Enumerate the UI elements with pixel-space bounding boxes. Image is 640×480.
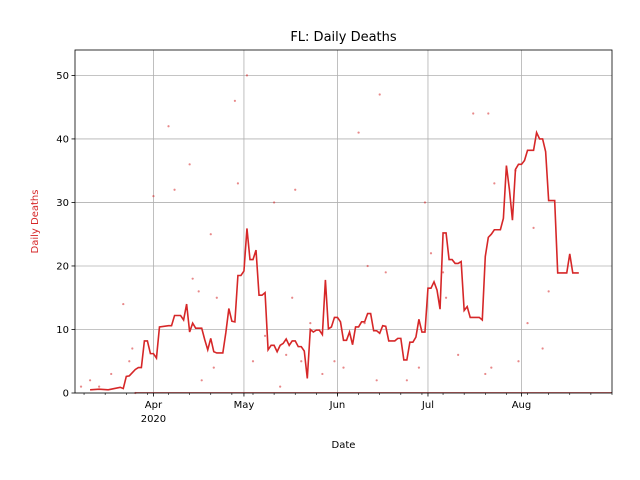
daily-point — [300, 360, 303, 363]
daily-point — [366, 264, 369, 268]
daily-point — [188, 163, 191, 166]
daily-points — [79, 74, 550, 395]
daily-point — [197, 290, 200, 293]
x-tick-label: Jun — [329, 400, 346, 411]
daily-point — [263, 334, 267, 337]
y-axis-label: Daily Deaths — [30, 190, 41, 254]
daily-point — [98, 385, 101, 388]
daily-point — [122, 302, 125, 306]
daily-point — [490, 366, 493, 369]
rolling-average-line — [90, 129, 579, 391]
daily-point — [405, 379, 408, 382]
daily-point — [285, 353, 288, 356]
daily-point — [429, 252, 433, 255]
daily-point — [251, 360, 255, 363]
y-tick-label: 20 — [56, 261, 69, 272]
grid — [75, 50, 612, 394]
y-tick-label: 40 — [56, 134, 69, 145]
daily-point — [493, 182, 496, 185]
daily-point — [384, 271, 387, 274]
daily-point — [357, 131, 360, 134]
daily-point — [173, 188, 176, 191]
daily-point — [547, 290, 550, 293]
daily-point — [88, 379, 92, 382]
y-tick-label: 0 — [63, 389, 69, 400]
daily-point — [212, 366, 215, 369]
daily-point — [309, 322, 312, 325]
x-axis-label: Date — [332, 440, 356, 451]
daily-point — [128, 360, 131, 363]
daily-point — [79, 385, 83, 388]
daily-point — [236, 182, 240, 185]
daily-point — [444, 296, 448, 299]
daily-point — [131, 347, 134, 350]
daily-point — [541, 347, 544, 350]
daily-point — [342, 366, 345, 369]
daily-point — [167, 125, 170, 128]
daily-point — [472, 112, 475, 115]
daily-point — [457, 353, 460, 356]
daily-point — [517, 360, 520, 363]
y-tick-label: 30 — [56, 198, 69, 209]
daily-point — [273, 201, 276, 204]
daily-point — [279, 385, 282, 388]
daily-point — [423, 201, 427, 204]
daily-point — [484, 372, 487, 376]
x-tick-label: Jul — [421, 400, 434, 411]
daily-point — [110, 372, 113, 376]
daily-point — [245, 74, 249, 77]
daily-point — [215, 296, 218, 299]
daily-point — [152, 194, 155, 198]
daily-point — [333, 360, 336, 363]
daily-point — [378, 93, 381, 96]
plot-area — [74, 49, 613, 394]
x-tick-label: Apr — [145, 400, 163, 411]
x-tick-label: May — [234, 400, 255, 411]
y-axis: 0 10 20 30 40 50 — [56, 71, 75, 400]
daily-point — [291, 296, 294, 299]
y-tick-label: 10 — [56, 325, 69, 336]
daily-point — [375, 379, 378, 382]
daily-point — [487, 112, 490, 115]
daily-point — [441, 271, 445, 274]
daily-point — [417, 366, 421, 369]
daily-point — [233, 99, 236, 102]
y-tick-label: 50 — [56, 71, 69, 82]
x-tick-sublabel: 2020 — [141, 414, 166, 425]
daily-point — [294, 188, 297, 191]
daily-point — [191, 277, 194, 280]
x-tick-label: Aug — [512, 400, 532, 411]
daily-point — [526, 322, 529, 325]
chart-title: FL: Daily Deaths — [290, 30, 397, 45]
daily-point — [200, 379, 203, 382]
daily-point — [209, 233, 212, 236]
daily-point — [532, 226, 535, 229]
daily-point — [321, 372, 324, 376]
x-axis: Apr 2020 May Jun Jul Aug — [83, 393, 613, 425]
